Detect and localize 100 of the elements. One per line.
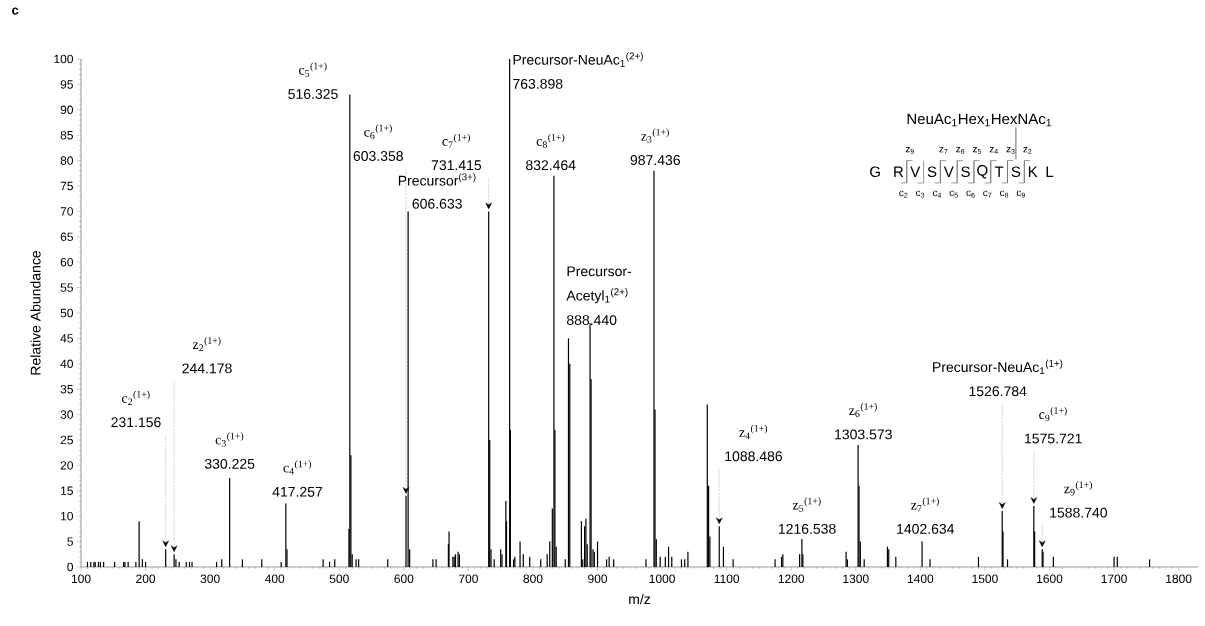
annotation: 763.898 [513, 78, 563, 89]
x-tick-label: 200 [136, 574, 156, 584]
annotation: G [870, 166, 880, 178]
y-tick-label: 90 [60, 105, 74, 115]
annotation: 1575.721 [1025, 433, 1082, 444]
x-tick-label: 1300 [843, 574, 869, 584]
x-tick-label: 1200 [778, 574, 805, 584]
annotation: T [994, 166, 1004, 177]
annotation: c$_{8}$ [1000, 190, 1009, 198]
x-tick-label: 1800 [1166, 574, 1192, 584]
annotation: z$_{2}$ [1023, 147, 1032, 154]
annotation: c$_{9}$ [1016, 190, 1025, 198]
annotation: 1402.634 [897, 523, 955, 534]
x-tick-label: 700 [459, 574, 478, 584]
annotation: z$_{9}$(1+) [1064, 481, 1092, 496]
annotation: Acetyl$_{1}$(2+) [566, 288, 628, 304]
annotation: Precursor-NeuAc$_{1}$(2+) [513, 52, 643, 67]
annotation: c$_{6}$ [966, 190, 975, 198]
y-tick-label: 30 [60, 410, 74, 419]
annotation: c$_{5}$(1+) [299, 62, 327, 77]
y-tick-label: 0 [67, 562, 74, 572]
y-axis-title: Relative Abundance [30, 250, 41, 375]
y-tick-label: 50 [60, 308, 74, 318]
annotation: c$_{8}$(1+) [536, 133, 565, 148]
annotation: V [943, 166, 954, 177]
x-tick-label: 400 [264, 574, 285, 584]
annotation: 516.325 [288, 89, 338, 99]
annotation: 731.415 [431, 160, 482, 171]
annotation: 417.257 [272, 486, 323, 497]
x-tick-label: 1600 [1037, 574, 1063, 584]
annotation: Precursor-NeuAc$_{1}$(1+) [933, 359, 1063, 375]
annotation: z$_{2}$(1+) [192, 336, 221, 352]
annotation: Precursor$^{(3+)}$ [398, 173, 476, 186]
annotation: K [1028, 166, 1038, 177]
x-tick-label: 1400 [907, 574, 934, 584]
x-tick-label: 1700 [1101, 574, 1127, 584]
y-tick-label: 65 [60, 232, 73, 242]
annotation: 1526.784 [969, 386, 1027, 397]
x-tick-label: 900 [588, 574, 608, 584]
annotation: 1588.740 [1050, 507, 1108, 518]
annotation: c$_{5}$ [949, 190, 958, 198]
annotation: c$_{4}$ [932, 190, 942, 198]
annotation: z$_{7}$(1+) [911, 497, 939, 512]
annotation: z$_{6}$ [956, 147, 965, 154]
y-tick-label: 10 [61, 511, 74, 521]
annotation: Precursor- [567, 266, 632, 277]
y-tick-label: 80 [60, 156, 74, 165]
annotation: R [894, 166, 904, 177]
y-tick-label: 25 [60, 435, 73, 445]
annotation: S [927, 166, 937, 178]
annotation: 1303.573 [835, 429, 892, 440]
annotation: c$_{2}$ [899, 190, 908, 198]
y-tick-label: 75 [60, 181, 73, 191]
annotation: 231.156 [111, 417, 161, 428]
annotation: z$_{9}$ [905, 147, 914, 154]
annotation: 987.436 [630, 155, 680, 166]
y-tick-label: 40 [60, 359, 74, 369]
annotation: 603.358 [353, 151, 403, 161]
y-tick-label: 100 [54, 54, 74, 64]
y-tick-label: 70 [60, 207, 74, 216]
chart-title: c [12, 7, 19, 15]
x-axis-title: m/z [629, 593, 651, 605]
annotation: c$_{2}$(1+) [121, 390, 150, 405]
y-tick-label: 95 [60, 80, 73, 89]
annotation: z$_{6}$(1+) [849, 402, 877, 418]
annotation: V [910, 166, 921, 177]
annotation: c$_{9}$(1+) [1039, 406, 1067, 422]
y-tick-label: 5 [67, 537, 73, 546]
annotation: z$_{4}$(1+) [739, 424, 768, 439]
x-tick-label: 1000 [649, 574, 675, 584]
x-tick-label: 1500 [972, 574, 998, 584]
annotation: z$_{4}$ [989, 147, 998, 154]
y-tick-label: 60 [60, 257, 74, 267]
y-tick-label: 45 [60, 334, 73, 343]
annotation: c$_{3}$(1+) [215, 432, 244, 447]
annotation: 330.225 [204, 458, 255, 469]
x-tick-label: 800 [523, 574, 543, 584]
annotation: NeuAc$_{1}$Hex$_{1}$HexNAc$_{1}$ [907, 113, 1052, 127]
annotation: c$_{4}$(1+) [283, 460, 312, 475]
annotation: z$_{7}$ [939, 147, 948, 154]
annotation: c$_{3}$ [916, 190, 925, 198]
annotation: 244.178 [182, 363, 232, 374]
annotation: z$_{5}$(1+) [792, 497, 821, 512]
annotation: z$_{3}$(1+) [641, 128, 669, 143]
x-tick-label: 1100 [714, 574, 740, 584]
x-tick-label: 600 [394, 574, 414, 584]
annotation: 1088.486 [725, 451, 783, 462]
annotation: S [1011, 166, 1021, 178]
annotation: c$_{7}$(1+) [442, 133, 471, 148]
annotation: c$_{7}$ [983, 190, 992, 198]
y-tick-label: 85 [60, 130, 73, 140]
annotation: Q [977, 165, 988, 179]
y-tick-label: 35 [60, 384, 73, 394]
x-tick-label: 300 [200, 574, 220, 584]
annotation: 606.633 [412, 198, 462, 209]
annotation: z$_{3}$ [1006, 147, 1015, 154]
x-tick-label: 500 [329, 574, 349, 584]
annotation: c$_{6}$(1+) [364, 124, 392, 139]
annotation: z$_{5}$ [972, 147, 982, 154]
annotation: 1216.538 [778, 523, 836, 534]
